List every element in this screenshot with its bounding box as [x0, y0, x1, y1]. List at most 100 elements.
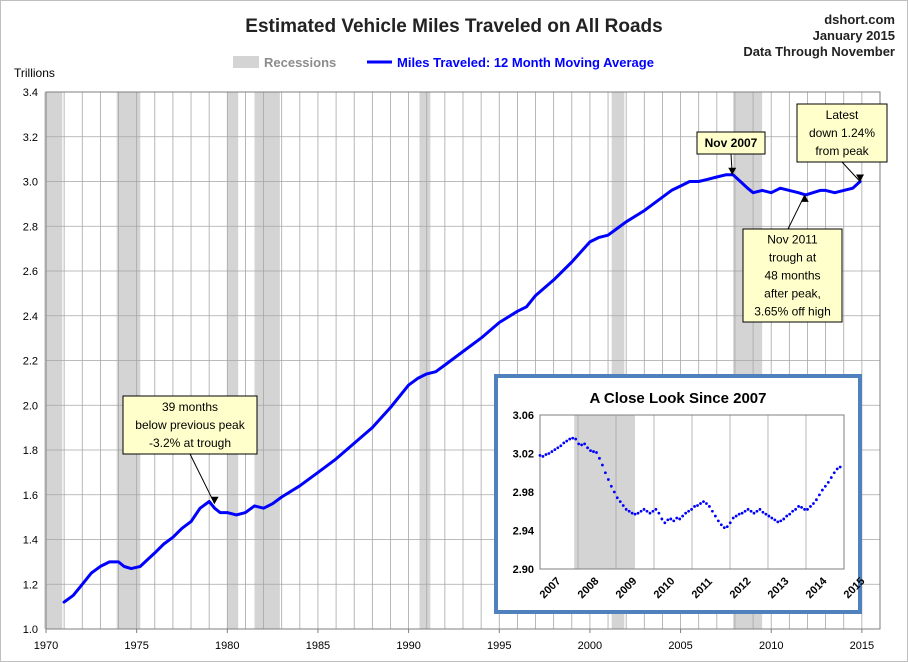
- inset-data-point: [684, 511, 688, 515]
- y-axis-label: Trillions: [14, 66, 55, 80]
- inset-data-point: [648, 511, 652, 515]
- y-tick-label: 1.2: [23, 579, 38, 591]
- inset-data-point: [666, 518, 670, 522]
- inset-data-point: [755, 509, 759, 513]
- inset-data-point: [809, 505, 812, 508]
- inset-data-point: [568, 437, 572, 441]
- x-tick-label: 1970: [34, 640, 58, 652]
- inset-data-point: [794, 507, 798, 511]
- inset-data-point: [681, 514, 685, 518]
- inset-data-point: [544, 453, 548, 456]
- inset-data-point: [773, 518, 777, 522]
- y-tick-label: 2.6: [23, 266, 38, 278]
- inset-data-point: [817, 493, 821, 497]
- inset-data-point: [633, 512, 637, 516]
- inset-data-point: [761, 510, 765, 514]
- inset-data-point: [565, 439, 569, 443]
- inset-data-point: [690, 507, 693, 511]
- callout-arrow: [189, 453, 216, 504]
- y-tick-label: 2.2: [23, 356, 38, 368]
- inset-data-point: [740, 511, 744, 515]
- inset-data-point: [556, 446, 560, 450]
- inset-data-point: [675, 516, 679, 520]
- inset-data-point: [719, 523, 723, 527]
- inset-data-point: [785, 514, 789, 518]
- inset-data-point: [598, 456, 601, 460]
- inset-data-point: [820, 488, 824, 492]
- inset-data-point: [710, 509, 714, 513]
- inset-data-point: [672, 519, 676, 523]
- inset-y-tick-label: 3.06: [513, 410, 534, 422]
- callout-text: Latest: [826, 108, 859, 122]
- inset-data-point: [743, 509, 747, 513]
- inset-y-tick-label: 2.98: [513, 487, 534, 499]
- x-tick-label: 1990: [396, 640, 420, 652]
- callout-text: down 1.24%: [809, 126, 875, 140]
- inset-data-point: [812, 502, 815, 505]
- inset-data-point: [589, 449, 592, 453]
- inset-data-point: [553, 448, 557, 452]
- inset-data-point: [731, 516, 735, 520]
- inset-y-tick-label: 2.94: [513, 526, 535, 538]
- callout-text: below previous peak: [135, 418, 245, 432]
- inset-data-point: [550, 450, 554, 453]
- callout-text: -3.2% at trough: [149, 436, 231, 450]
- inset-data-point: [782, 517, 786, 521]
- inset-data-point: [716, 519, 720, 523]
- inset-recession-band: [574, 415, 635, 569]
- inset-data-point: [806, 507, 809, 511]
- inset-data-point: [749, 509, 753, 513]
- callout-arrowhead: [728, 167, 737, 175]
- inset-data-point: [609, 484, 613, 488]
- inset-data-point: [758, 507, 762, 511]
- inset-data-point: [657, 511, 661, 515]
- y-tick-label: 3.0: [23, 177, 38, 189]
- callout-text: 3.65% off high: [754, 305, 831, 319]
- inset-data-point: [669, 517, 673, 521]
- inset-data-point: [601, 463, 604, 467]
- inset-data-point: [713, 514, 717, 518]
- chart-title: Estimated Vehicle Miles Traveled on All …: [245, 16, 662, 37]
- inset-data-point: [838, 465, 842, 469]
- inset-data-point: [800, 506, 803, 509]
- inset-frame: [494, 374, 862, 614]
- inset-data-point: [592, 450, 595, 453]
- y-tick-label: 1.0: [23, 624, 38, 636]
- inset-data-point: [767, 514, 771, 518]
- inset-data-point: [612, 490, 616, 494]
- inset-data-point: [642, 507, 646, 511]
- inset-data-point: [823, 484, 827, 488]
- inset-data-point: [630, 511, 634, 515]
- inset-y-tick-label: 2.90: [513, 564, 534, 576]
- legend-recessions-label: Recessions: [264, 55, 336, 70]
- callout-text: Nov 2007: [705, 136, 758, 150]
- inset-data-point: [615, 496, 619, 500]
- callouts: Nov 2007 Latest down 1.24% from peak Nov 201…: [122, 103, 888, 504]
- callout-text: trough at: [769, 251, 817, 265]
- inset-data-point: [678, 517, 682, 521]
- inset-data-point: [705, 502, 708, 505]
- inset-data-point: [779, 519, 783, 523]
- inset-data-point: [752, 511, 756, 515]
- legend-series-label: Miles Traveled: 12 Month Moving Average: [397, 55, 654, 70]
- inset-data-point: [559, 444, 563, 448]
- inset-data-point: [595, 451, 598, 454]
- inset-data-point: [574, 437, 578, 441]
- inset-data-point: [618, 500, 622, 504]
- plot-border: [45, 91, 881, 630]
- inset-data-point: [764, 512, 768, 516]
- inset-data-point: [728, 521, 732, 525]
- source-line: January 2015: [813, 28, 895, 43]
- inset-title: A Close Look Since 2007: [589, 390, 766, 407]
- inset-data-point: [639, 509, 643, 513]
- inset-data-point: [693, 505, 696, 508]
- x-tick-label: 1975: [124, 640, 148, 652]
- inset-data-point: [725, 525, 729, 529]
- inset-data-point: [603, 471, 607, 475]
- callout-arrowhead: [800, 194, 809, 202]
- inset-data-point: [815, 498, 818, 502]
- inset-data-point: [835, 467, 839, 471]
- inset-y-tick-label: 3.02: [513, 449, 534, 461]
